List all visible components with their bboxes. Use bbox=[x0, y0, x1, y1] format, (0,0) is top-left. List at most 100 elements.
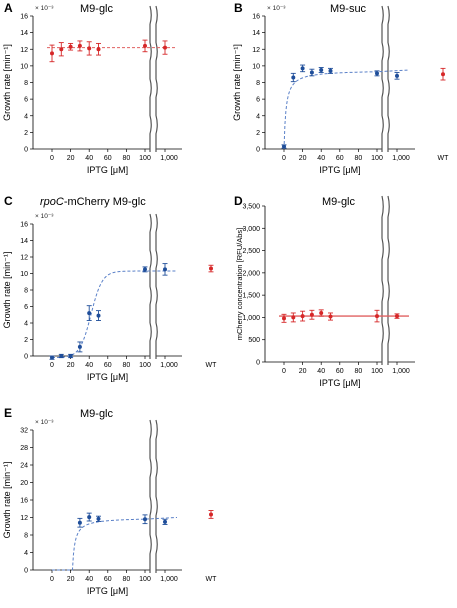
y-tick-label: 10 bbox=[20, 271, 28, 278]
data-point bbox=[209, 512, 213, 517]
x-tick-label: 40 bbox=[317, 155, 325, 162]
y-tick-label: 20 bbox=[20, 480, 28, 487]
panel-letter: E bbox=[4, 406, 12, 420]
x-tick-label: 1,000 bbox=[160, 576, 178, 583]
data-point bbox=[441, 72, 445, 77]
axis-break-line bbox=[149, 213, 152, 359]
y-tick-label: 32 bbox=[20, 428, 28, 435]
y-tick-label: 12 bbox=[252, 47, 260, 54]
scale-exponent: × 10⁻³ bbox=[35, 213, 54, 220]
data-point bbox=[163, 267, 167, 272]
data-point bbox=[375, 314, 379, 319]
panel-e: E M9-glc × 10⁻³ 0 4 8 12 16 20 24 28 32 0 20 40 60 80 100… bbox=[2, 406, 217, 596]
axis-break-line bbox=[387, 195, 390, 365]
y-tick-label: 16 bbox=[252, 14, 260, 21]
axis-break-fill bbox=[150, 214, 156, 359]
y-tick-label: 4 bbox=[24, 113, 28, 120]
data-point bbox=[87, 46, 92, 51]
data-point bbox=[300, 314, 305, 319]
x-tick-label: 40 bbox=[85, 155, 93, 162]
y-tick-label: 2,000 bbox=[242, 270, 260, 277]
axis-break-fill bbox=[150, 6, 156, 152]
x-tick-label: 0 bbox=[50, 576, 54, 583]
y-tick-label: 8 bbox=[256, 80, 260, 87]
panel-a: A M9-glc × 10⁻³ 0 2 4 6 8 10 12 14 16 0 20 40 60 80 100 1,… bbox=[2, 1, 182, 175]
y-tick-label: 2 bbox=[256, 130, 260, 137]
data-point bbox=[282, 144, 286, 149]
y-tick-label: 6 bbox=[24, 304, 28, 311]
y-tick-label: 3,000 bbox=[242, 226, 260, 233]
y-tick-label: 0 bbox=[24, 354, 28, 361]
x-tick-label: 20 bbox=[67, 155, 75, 162]
x-tick-label: 80 bbox=[123, 362, 131, 369]
x-tick-label: 60 bbox=[336, 155, 344, 162]
data-point bbox=[209, 266, 213, 271]
x-tick-label: 20 bbox=[67, 362, 75, 369]
y-tick-label: 6 bbox=[256, 97, 260, 104]
y-tick-label: 1,000 bbox=[242, 315, 260, 322]
y-tick-label: 2 bbox=[24, 130, 28, 137]
y-tick-label: 4 bbox=[256, 113, 260, 120]
axis-break-line bbox=[155, 419, 158, 573]
panel-title: M9-glc bbox=[80, 408, 114, 420]
x-axis-label: IPTG [μM] bbox=[87, 586, 128, 596]
x-tick-label: 80 bbox=[355, 155, 363, 162]
x-tick-label: 0 bbox=[50, 362, 54, 369]
x-axis-label: IPTG [μM] bbox=[319, 378, 360, 388]
y-tick-label: 8 bbox=[24, 288, 28, 295]
y-tick-label: 12 bbox=[20, 515, 28, 522]
x-tick-label: 20 bbox=[67, 576, 75, 583]
axis-break-line bbox=[381, 195, 384, 365]
y-tick-label: 8 bbox=[24, 80, 28, 87]
data-point bbox=[68, 354, 73, 358]
axis-break-line bbox=[149, 419, 152, 573]
panel-letter: B bbox=[234, 1, 243, 15]
panel-title: M9-glc bbox=[80, 3, 114, 15]
x-tick-label: 100 bbox=[371, 368, 383, 375]
x-tick-label: WT bbox=[206, 362, 218, 369]
y-tick-label: 10 bbox=[20, 63, 28, 70]
y-tick-label: 14 bbox=[20, 238, 28, 245]
y-tick-label: 2,500 bbox=[242, 248, 260, 255]
x-axis-label: IPTG [μM] bbox=[87, 372, 128, 382]
data-point bbox=[68, 44, 73, 49]
panel-b: B M9-suc × 10⁻³ 0 2 4 6 8 10 12 14 16 0 20 40 60 80 100 1,… bbox=[232, 1, 449, 175]
x-tick-label: 80 bbox=[355, 368, 363, 375]
fit-curve bbox=[52, 517, 178, 571]
data-point bbox=[309, 70, 314, 75]
x-tick-label: 100 bbox=[139, 576, 151, 583]
data-point bbox=[395, 73, 399, 78]
y-tick-label: 0 bbox=[256, 360, 260, 367]
x-tick-label: 20 bbox=[299, 155, 307, 162]
data-point bbox=[77, 43, 82, 48]
axis-break-fill bbox=[150, 420, 156, 573]
x-tick-label: 1,000 bbox=[392, 155, 410, 162]
x-tick-label: 0 bbox=[282, 368, 286, 375]
y-tick-label: 16 bbox=[20, 222, 28, 229]
data-point bbox=[319, 68, 324, 73]
x-tick-label: 80 bbox=[123, 576, 131, 583]
y-tick-label: 28 bbox=[20, 445, 28, 452]
data-point bbox=[143, 517, 147, 522]
data-point bbox=[143, 267, 147, 272]
y-tick-label: 24 bbox=[20, 463, 28, 470]
y-tick-label: 0 bbox=[256, 147, 260, 154]
x-tick-label: 1,000 bbox=[160, 362, 178, 369]
y-tick-label: 4 bbox=[24, 550, 28, 557]
axis-break-line bbox=[381, 5, 384, 152]
data-point bbox=[291, 75, 296, 80]
y-tick-label: 2 bbox=[24, 337, 28, 344]
y-tick-label: 8 bbox=[24, 533, 28, 540]
panel-title: rpoC-mCherry M9-glc bbox=[40, 196, 146, 208]
axis-break-fill bbox=[382, 6, 388, 152]
x-tick-label: 0 bbox=[282, 155, 286, 162]
data-point bbox=[96, 516, 101, 521]
data-point bbox=[96, 313, 101, 318]
x-tick-label: 40 bbox=[85, 576, 93, 583]
x-tick-label: 40 bbox=[85, 362, 93, 369]
y-tick-label: 16 bbox=[20, 498, 28, 505]
data-point bbox=[282, 316, 286, 321]
data-point bbox=[328, 314, 333, 319]
y-tick-label: 14 bbox=[252, 30, 260, 37]
